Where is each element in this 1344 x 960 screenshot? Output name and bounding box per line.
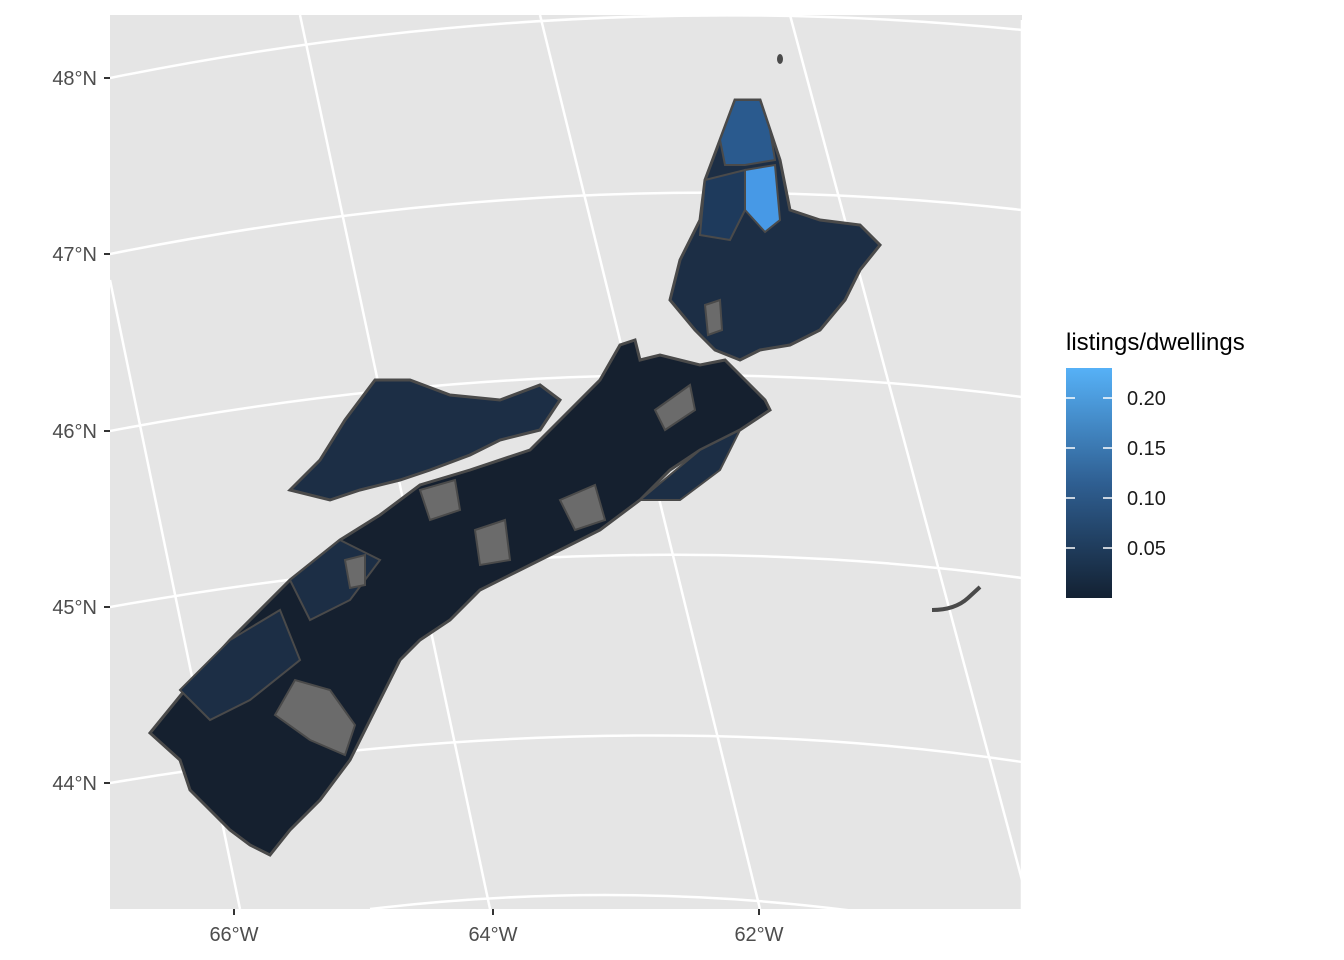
no-data-area <box>473 518 512 567</box>
legend-label: 0.10 <box>1127 488 1166 510</box>
no-data-area <box>558 483 607 532</box>
y-tick-label-48: 48°N <box>52 68 97 90</box>
legend-colorbar <box>1066 368 1112 598</box>
legend-label: 0.05 <box>1127 538 1166 560</box>
x-tick-label-62: 62°W <box>734 924 783 946</box>
cape-breton-north <box>718 99 777 166</box>
legend-title: listings/dwellings <box>1066 329 1245 356</box>
cape-breton-west <box>698 168 746 242</box>
sable-island <box>931 585 982 612</box>
y-tick-label-44: 44°N <box>52 773 97 795</box>
legend: listings/dwellings 0.20 0.15 0.10 0.05 <box>1066 329 1245 598</box>
province-map <box>147 54 982 857</box>
parallel-45 <box>110 553 1022 609</box>
parallel-43 <box>369 893 849 909</box>
x-tick-label-64: 64°W <box>468 924 517 946</box>
y-tick-label-46: 46°N <box>52 421 97 443</box>
parallel-48 <box>110 15 1022 80</box>
no-data-area <box>653 383 697 432</box>
no-data-area <box>418 478 462 522</box>
region-southwest <box>178 608 302 722</box>
bras-dor-lake <box>703 298 724 337</box>
cape-breton-region <box>668 98 883 362</box>
meridian-62 <box>788 15 1022 881</box>
no-data-area <box>343 553 366 590</box>
no-data-area <box>273 678 357 757</box>
y-tick-label-47: 47°N <box>52 244 97 266</box>
x-tick-label-66: 66°W <box>209 924 258 946</box>
region-shore <box>637 427 743 501</box>
parallel-46 <box>110 373 1022 433</box>
north-shore-region <box>287 378 563 502</box>
parallel-47 <box>110 191 1022 256</box>
st-paul-island <box>777 54 783 64</box>
legend-label: 0.20 <box>1127 388 1166 410</box>
y-tick-label-45: 45°N <box>52 597 97 619</box>
legend-label: 0.15 <box>1127 438 1166 460</box>
axis-ticks <box>104 77 760 915</box>
